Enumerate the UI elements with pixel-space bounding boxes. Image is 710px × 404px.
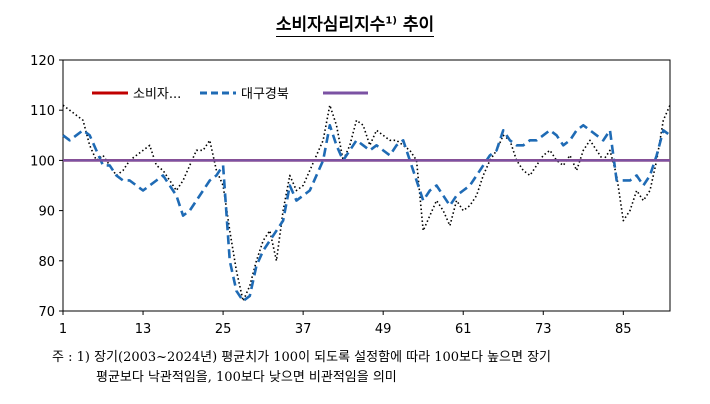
footnote-line-1: 주 : 1) 장기(2003~2024년) 평균치가 100이 되도록 설정함에…: [52, 350, 552, 365]
legend-label-2: 대구경북: [241, 87, 289, 102]
series-line-2: [62, 123, 671, 303]
line-chart: 70 80 90 100 110 120 1 13 25 37 49 61 73 85 소비자... 대구경…: [30, 54, 671, 337]
legend-label-0: 소비자...: [133, 87, 181, 102]
title-suffix: 추이: [396, 15, 435, 35]
x-tick-label: 49: [375, 322, 392, 337]
x-tick-label: 85: [615, 322, 632, 337]
y-tick-label: 70: [38, 305, 55, 320]
x-tick-label: 1: [59, 322, 67, 337]
footnote: 주 : 1) 장기(2003~2024년) 평균치가 100이 되도록 설정함에…: [52, 348, 551, 388]
y-tick-label: 100: [30, 154, 55, 169]
x-tick-label: 37: [295, 322, 312, 337]
x-tick-label: 61: [455, 322, 472, 337]
title-text: 소비자심리지수: [275, 15, 386, 35]
chart-title: 소비자심리지수1) 추이: [0, 10, 710, 37]
chart-series: [62, 104, 671, 303]
y-tick-label: 90: [38, 205, 55, 220]
footnote-line-2: 평균보다 낙관적임을, 100보다 낮으면 비관적임을 의미: [96, 370, 397, 385]
chart-legend: 소비자... 대구경북: [92, 87, 368, 102]
x-tick-label: 25: [215, 322, 232, 337]
x-tick-label: 73: [535, 322, 552, 337]
y-tick-label: 110: [30, 104, 55, 119]
series-line-1: [62, 104, 671, 302]
x-tick-label: 13: [135, 322, 152, 337]
y-tick-label: 120: [30, 54, 55, 69]
chart-axes: 70 80 90 100 110 120 1 13 25 37 49 61 73 85: [30, 54, 671, 337]
title-superscript: 1): [385, 15, 397, 27]
y-tick-label: 80: [38, 255, 55, 270]
plot-frame: [62, 59, 671, 312]
